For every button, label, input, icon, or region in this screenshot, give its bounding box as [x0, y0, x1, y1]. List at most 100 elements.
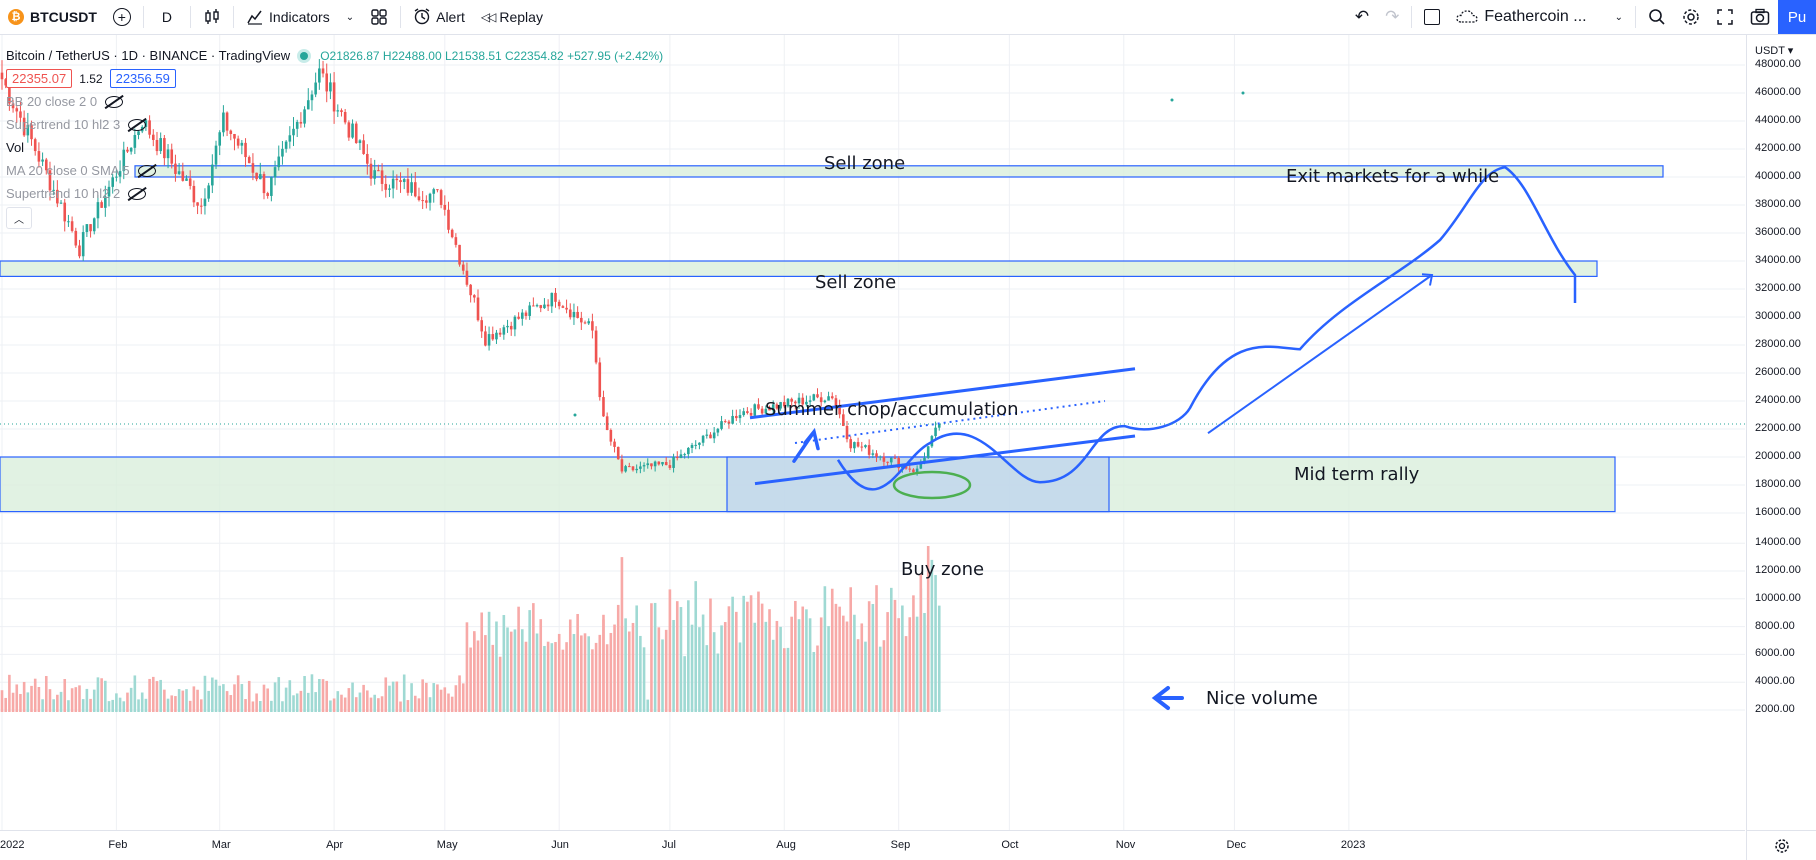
volume-bar [185, 689, 188, 712]
interval-button[interactable]: D [148, 0, 186, 34]
bid-price-box[interactable]: 22355.07 [6, 69, 73, 88]
volume-bar [19, 693, 22, 712]
hidden-eye-icon[interactable] [128, 118, 147, 131]
indicator-row-bb[interactable]: BB 20 close 2 0 [6, 90, 663, 113]
volume-bar [930, 559, 934, 712]
redo-button[interactable]: ↷ [1377, 0, 1407, 34]
divider [1635, 6, 1636, 28]
indicator-row-volume[interactable]: Vol [6, 136, 663, 159]
candle-body [661, 462, 664, 465]
volume-bar [878, 646, 882, 712]
candle-body [115, 176, 118, 178]
candle-body [0, 72, 4, 80]
candle-body [657, 461, 661, 465]
indicators-dropdown[interactable]: ⌄ [338, 0, 362, 34]
candle-body [923, 457, 926, 464]
mid-term-rally-label: Mid term rally [1294, 464, 1420, 485]
price-chart[interactable]: Sell zone Sell zone Exit markets for a whi… [0, 35, 1745, 830]
chart-settings-button[interactable] [1746, 830, 1816, 860]
volume-bar [59, 691, 63, 712]
volume-bar [321, 679, 325, 712]
volume-bar [886, 612, 889, 712]
candle-body [380, 170, 384, 184]
volume-bar [701, 614, 705, 712]
replay-button[interactable]: ◁◁ Replay [473, 0, 551, 34]
volume-bar [650, 603, 653, 712]
hidden-eye-icon[interactable] [128, 187, 147, 200]
zone-rectangles [0, 165, 1664, 513]
sell-zone-label-lower: Sell zone [815, 272, 896, 293]
volume-bar [30, 685, 33, 712]
volume-bar [568, 619, 572, 712]
undo-button[interactable]: ↶ [1347, 0, 1377, 34]
candle-body [78, 245, 81, 257]
volume-bar [506, 627, 509, 712]
collapse-legend-button[interactable]: ︿ [6, 207, 32, 229]
alert-button[interactable]: Alert [405, 0, 473, 34]
candle-body [111, 177, 114, 187]
indicator-row-supertrend-3[interactable]: Supertrend 10 hl2 3 [6, 113, 663, 136]
volume-bar [598, 634, 602, 712]
redo-icon: ↷ [1385, 7, 1400, 26]
ask-price-box[interactable]: 22356.59 [109, 69, 176, 88]
snapshot-button[interactable] [1742, 0, 1778, 34]
alert-icon [414, 8, 430, 25]
publish-button[interactable]: Pu [1778, 0, 1816, 34]
settings-icon [1683, 9, 1699, 25]
fullscreen-button[interactable] [1708, 0, 1742, 34]
candle-body [321, 68, 325, 74]
volume-bar [332, 698, 336, 712]
add-symbol-button[interactable]: + [105, 0, 139, 34]
hidden-eye-icon[interactable] [137, 164, 156, 177]
volume-bar [469, 647, 472, 712]
volume-spike-bar [926, 545, 930, 712]
volume-bar [303, 676, 306, 712]
volume-bar [849, 587, 852, 712]
volume-bar [81, 699, 85, 712]
volume-bar [605, 644, 609, 712]
symbol-button[interactable]: ₿ BTCUSDT [0, 0, 105, 34]
time-tick-label: Sep [890, 839, 911, 851]
chart-pane[interactable]: Sell zone Sell zone Exit markets for a whi… [0, 35, 1745, 830]
candle-body [325, 73, 329, 92]
volume-bar [705, 645, 709, 712]
volume-bar [159, 679, 162, 712]
candle-body [439, 190, 443, 205]
time-axis[interactable]: 2022 Feb Mar Apr May Jun Jul Aug Sep Oct Nov Dec 202… [0, 830, 1745, 860]
candle-body [247, 157, 251, 164]
rectangle-button[interactable] [1416, 0, 1448, 34]
settings-button[interactable] [1674, 0, 1708, 34]
candle-body [550, 292, 554, 307]
candle-body [391, 178, 395, 189]
publish-label: Pu [1787, 8, 1807, 26]
time-tick-label: Feb [108, 839, 128, 851]
symbol-legend-row[interactable]: Bitcoin / TetherUS · 1D · BINANCE · Trad… [6, 44, 663, 67]
volume-bar [635, 605, 638, 712]
volume-bar [325, 680, 329, 712]
search-button[interactable] [1640, 0, 1674, 34]
volume-bar [229, 695, 233, 712]
volume-bar [845, 621, 849, 712]
templates-button[interactable] [362, 0, 396, 34]
volume-bar [177, 689, 181, 712]
volume-bar [819, 617, 823, 712]
candle-body [838, 406, 841, 415]
volume-bar [583, 633, 587, 712]
candle-body [384, 183, 388, 190]
currency-selector[interactable]: USDT ▾ [1755, 45, 1794, 57]
layout-button[interactable]: Feathercoin ... ⌄ [1448, 0, 1631, 34]
volume-bar [657, 627, 661, 712]
hidden-eye-icon[interactable] [105, 95, 124, 108]
candle-body [694, 444, 698, 446]
indicators-button[interactable]: Indicators [238, 0, 338, 34]
chart-type-button[interactable] [195, 0, 229, 34]
indicator-row-supertrend-2[interactable]: Supertrend 10 hl2 2 [6, 182, 663, 205]
candle-body [539, 305, 543, 309]
volume-bar [421, 679, 424, 712]
time-tick-label: 2023 [1340, 839, 1366, 851]
candle-body [484, 331, 487, 346]
price-axis[interactable]: USDT ▾ 48000.00 46000.00 44000.00 42000.00 4… [1746, 35, 1816, 830]
volume-bar [502, 615, 506, 712]
indicator-row-ma[interactable]: MA 20 close 0 SMA 5 [6, 159, 663, 182]
volume-bar [140, 692, 144, 712]
